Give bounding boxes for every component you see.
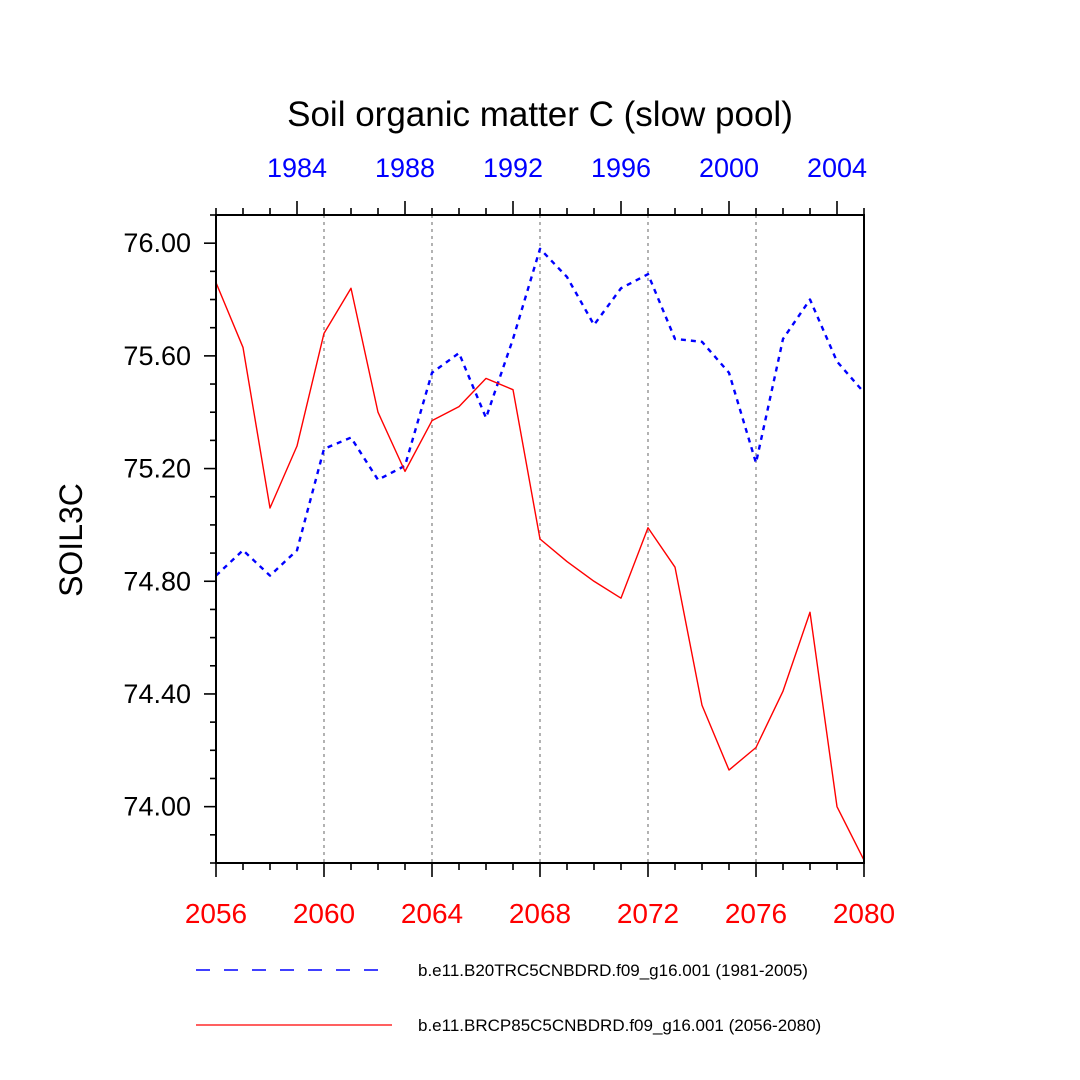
- x-bottom-tick-label-2064: 2064: [401, 898, 463, 929]
- x-top-tick-label-1984: 1984: [267, 153, 327, 183]
- axis-tick-labels: 74.00 74.40 74.80 75.20 75.60 76.00 2056 2060 20…: [123, 153, 895, 929]
- chart-title: Soil organic matter C (slow pool): [287, 95, 793, 134]
- x-bottom-tick-label-2080: 2080: [833, 898, 895, 929]
- x-bottom-tick-label-2072: 2072: [617, 898, 679, 929]
- y-tick-label-76.00: 76.00: [123, 228, 191, 258]
- y-axis-label: SOIL3C: [53, 483, 89, 597]
- y-tick-label-74.80: 74.80: [123, 566, 191, 596]
- x-bottom-tick-label-2060: 2060: [293, 898, 355, 929]
- x-top-tick-label-1988: 1988: [375, 153, 435, 183]
- x-top-tick-label-1992: 1992: [483, 153, 543, 183]
- y-tick-label-74.00: 74.00: [123, 792, 191, 822]
- y-tick-label-75.60: 75.60: [123, 341, 191, 371]
- x-top-tick-label-2000: 2000: [699, 153, 759, 183]
- x-top-tick-label-1996: 1996: [591, 153, 651, 183]
- x-bottom-tick-label-2056: 2056: [185, 898, 247, 929]
- x-top-tick-label-2004: 2004: [807, 153, 867, 183]
- series-line-2: [215, 282, 865, 861]
- axis-ticks: [204, 201, 865, 877]
- x-bottom-tick-label-2068: 2068: [509, 898, 571, 929]
- series-line-1: [215, 247, 865, 577]
- legend-label-2: b.e11.BRCP85C5CNBDRD.f09_g16.001 (2056-2…: [418, 1016, 821, 1035]
- legend: b.e11.B20TRC5CNBDRD.f09_g16.001 (1981-20…: [196, 961, 821, 1035]
- legend-label-1: b.e11.B20TRC5CNBDRD.f09_g16.001 (1981-20…: [418, 961, 808, 980]
- y-tick-label-74.40: 74.40: [123, 679, 191, 709]
- y-tick-label-75.20: 75.20: [123, 454, 191, 484]
- series-layer: [215, 247, 865, 861]
- x-bottom-tick-label-2076: 2076: [725, 898, 787, 929]
